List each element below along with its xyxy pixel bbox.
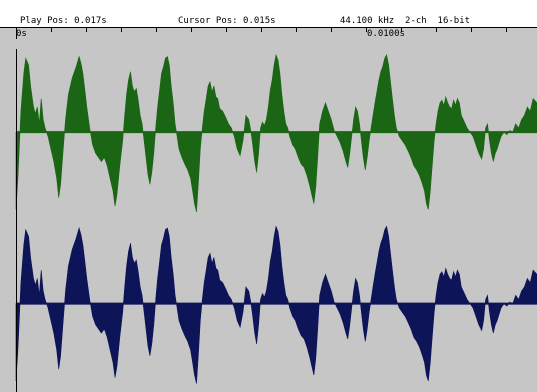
cursor-position-readout: Cursor Pos: 0.015s (178, 16, 276, 26)
ruler-ticks (0, 27, 537, 39)
play-position-readout: Play Pos: 0.017s (20, 16, 107, 26)
time-ruler[interactable]: 0s 0.0100s (0, 27, 537, 49)
right-channel-waveform (15, 225, 537, 384)
left-channel-waveform (15, 53, 537, 213)
audio-format-readout: 44.100 kHz 2-ch 16-bit (340, 16, 471, 26)
status-bar: Play Pos: 0.017s Cursor Pos: 0.015s 44.1… (0, 15, 537, 27)
ruler-label-start: 0s (16, 29, 27, 39)
waveform-display[interactable] (0, 49, 537, 392)
ruler-label-mid: 0.0100s (367, 29, 405, 39)
waveform-canvas (15, 49, 537, 392)
